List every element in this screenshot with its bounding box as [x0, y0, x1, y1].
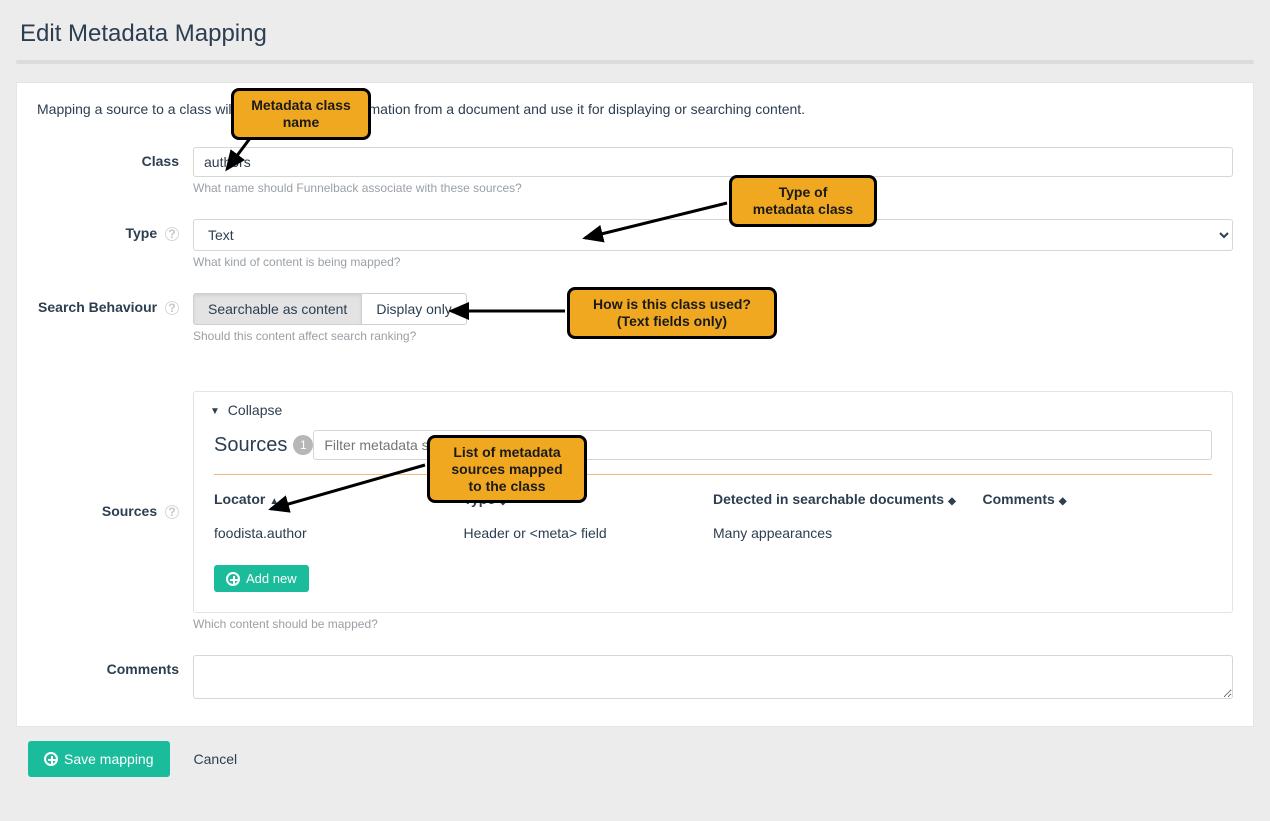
- cell-detected: Many appearances: [713, 517, 982, 555]
- comments-label: Comments: [107, 661, 179, 677]
- sources-count-badge: 1: [293, 435, 313, 455]
- plus-icon: [44, 752, 58, 766]
- cell-type: Header or <meta> field: [464, 517, 714, 555]
- form-panel: Mapping a source to a class will let you…: [16, 82, 1254, 727]
- cell-comments: [982, 517, 1212, 555]
- cell-locator: foodista.author: [214, 517, 464, 555]
- arrow-icon: [577, 198, 737, 248]
- callout-sources-list: List of metadatasources mappedto the cla…: [427, 435, 587, 503]
- caret-down-icon: ▼: [210, 406, 220, 417]
- sort-icon: ◆: [948, 496, 956, 507]
- help-icon[interactable]: ?: [165, 505, 179, 519]
- divider: [16, 60, 1254, 64]
- type-label: Type: [125, 225, 157, 241]
- sources-heading: Sources: [214, 434, 287, 457]
- comments-textarea[interactable]: [193, 655, 1233, 699]
- cancel-link[interactable]: Cancel: [194, 751, 238, 767]
- add-new-button[interactable]: Add new: [214, 565, 309, 592]
- col-comments[interactable]: Comments: [982, 491, 1054, 507]
- class-hint: What name should Funnelback associate wi…: [193, 181, 1233, 195]
- col-detected[interactable]: Detected in searchable documents: [713, 491, 944, 507]
- table-row[interactable]: foodista.author Header or <meta> field M…: [214, 517, 1212, 555]
- help-icon[interactable]: ?: [165, 301, 179, 315]
- collapse-toggle[interactable]: ▼ Collapse: [194, 392, 298, 420]
- plus-icon: [226, 572, 240, 586]
- sources-hint: Which content should be mapped?: [193, 617, 1233, 631]
- arrow-icon: [265, 459, 435, 519]
- callout-search-behaviour: How is this class used?(Text fields only…: [567, 287, 777, 339]
- row-comments: Comments: [37, 655, 1233, 702]
- class-input[interactable]: [193, 147, 1233, 177]
- callout-type: Type ofmetadata class: [729, 175, 877, 227]
- search-behaviour-label: Search Behaviour: [38, 299, 157, 315]
- save-mapping-button[interactable]: Save mapping: [28, 741, 170, 777]
- actions-bar: Save mapping Cancel: [16, 741, 1254, 777]
- arrow-icon: [447, 301, 577, 321]
- callout-class-name: Metadata class name: [231, 88, 371, 140]
- help-icon[interactable]: ?: [165, 227, 179, 241]
- type-hint: What kind of content is being mapped?: [193, 255, 1233, 269]
- row-sources: Sources ? ▼ Collapse Sources 1: [37, 383, 1233, 631]
- col-locator[interactable]: Locator: [214, 491, 265, 507]
- intro-text: Mapping a source to a class will let you…: [37, 101, 1233, 117]
- sort-icon: ◆: [1059, 496, 1067, 507]
- class-label: Class: [142, 153, 179, 169]
- page-title: Edit Metadata Mapping: [20, 20, 1254, 48]
- sources-label: Sources: [102, 503, 157, 519]
- searchable-as-content-button[interactable]: Searchable as content: [193, 293, 362, 325]
